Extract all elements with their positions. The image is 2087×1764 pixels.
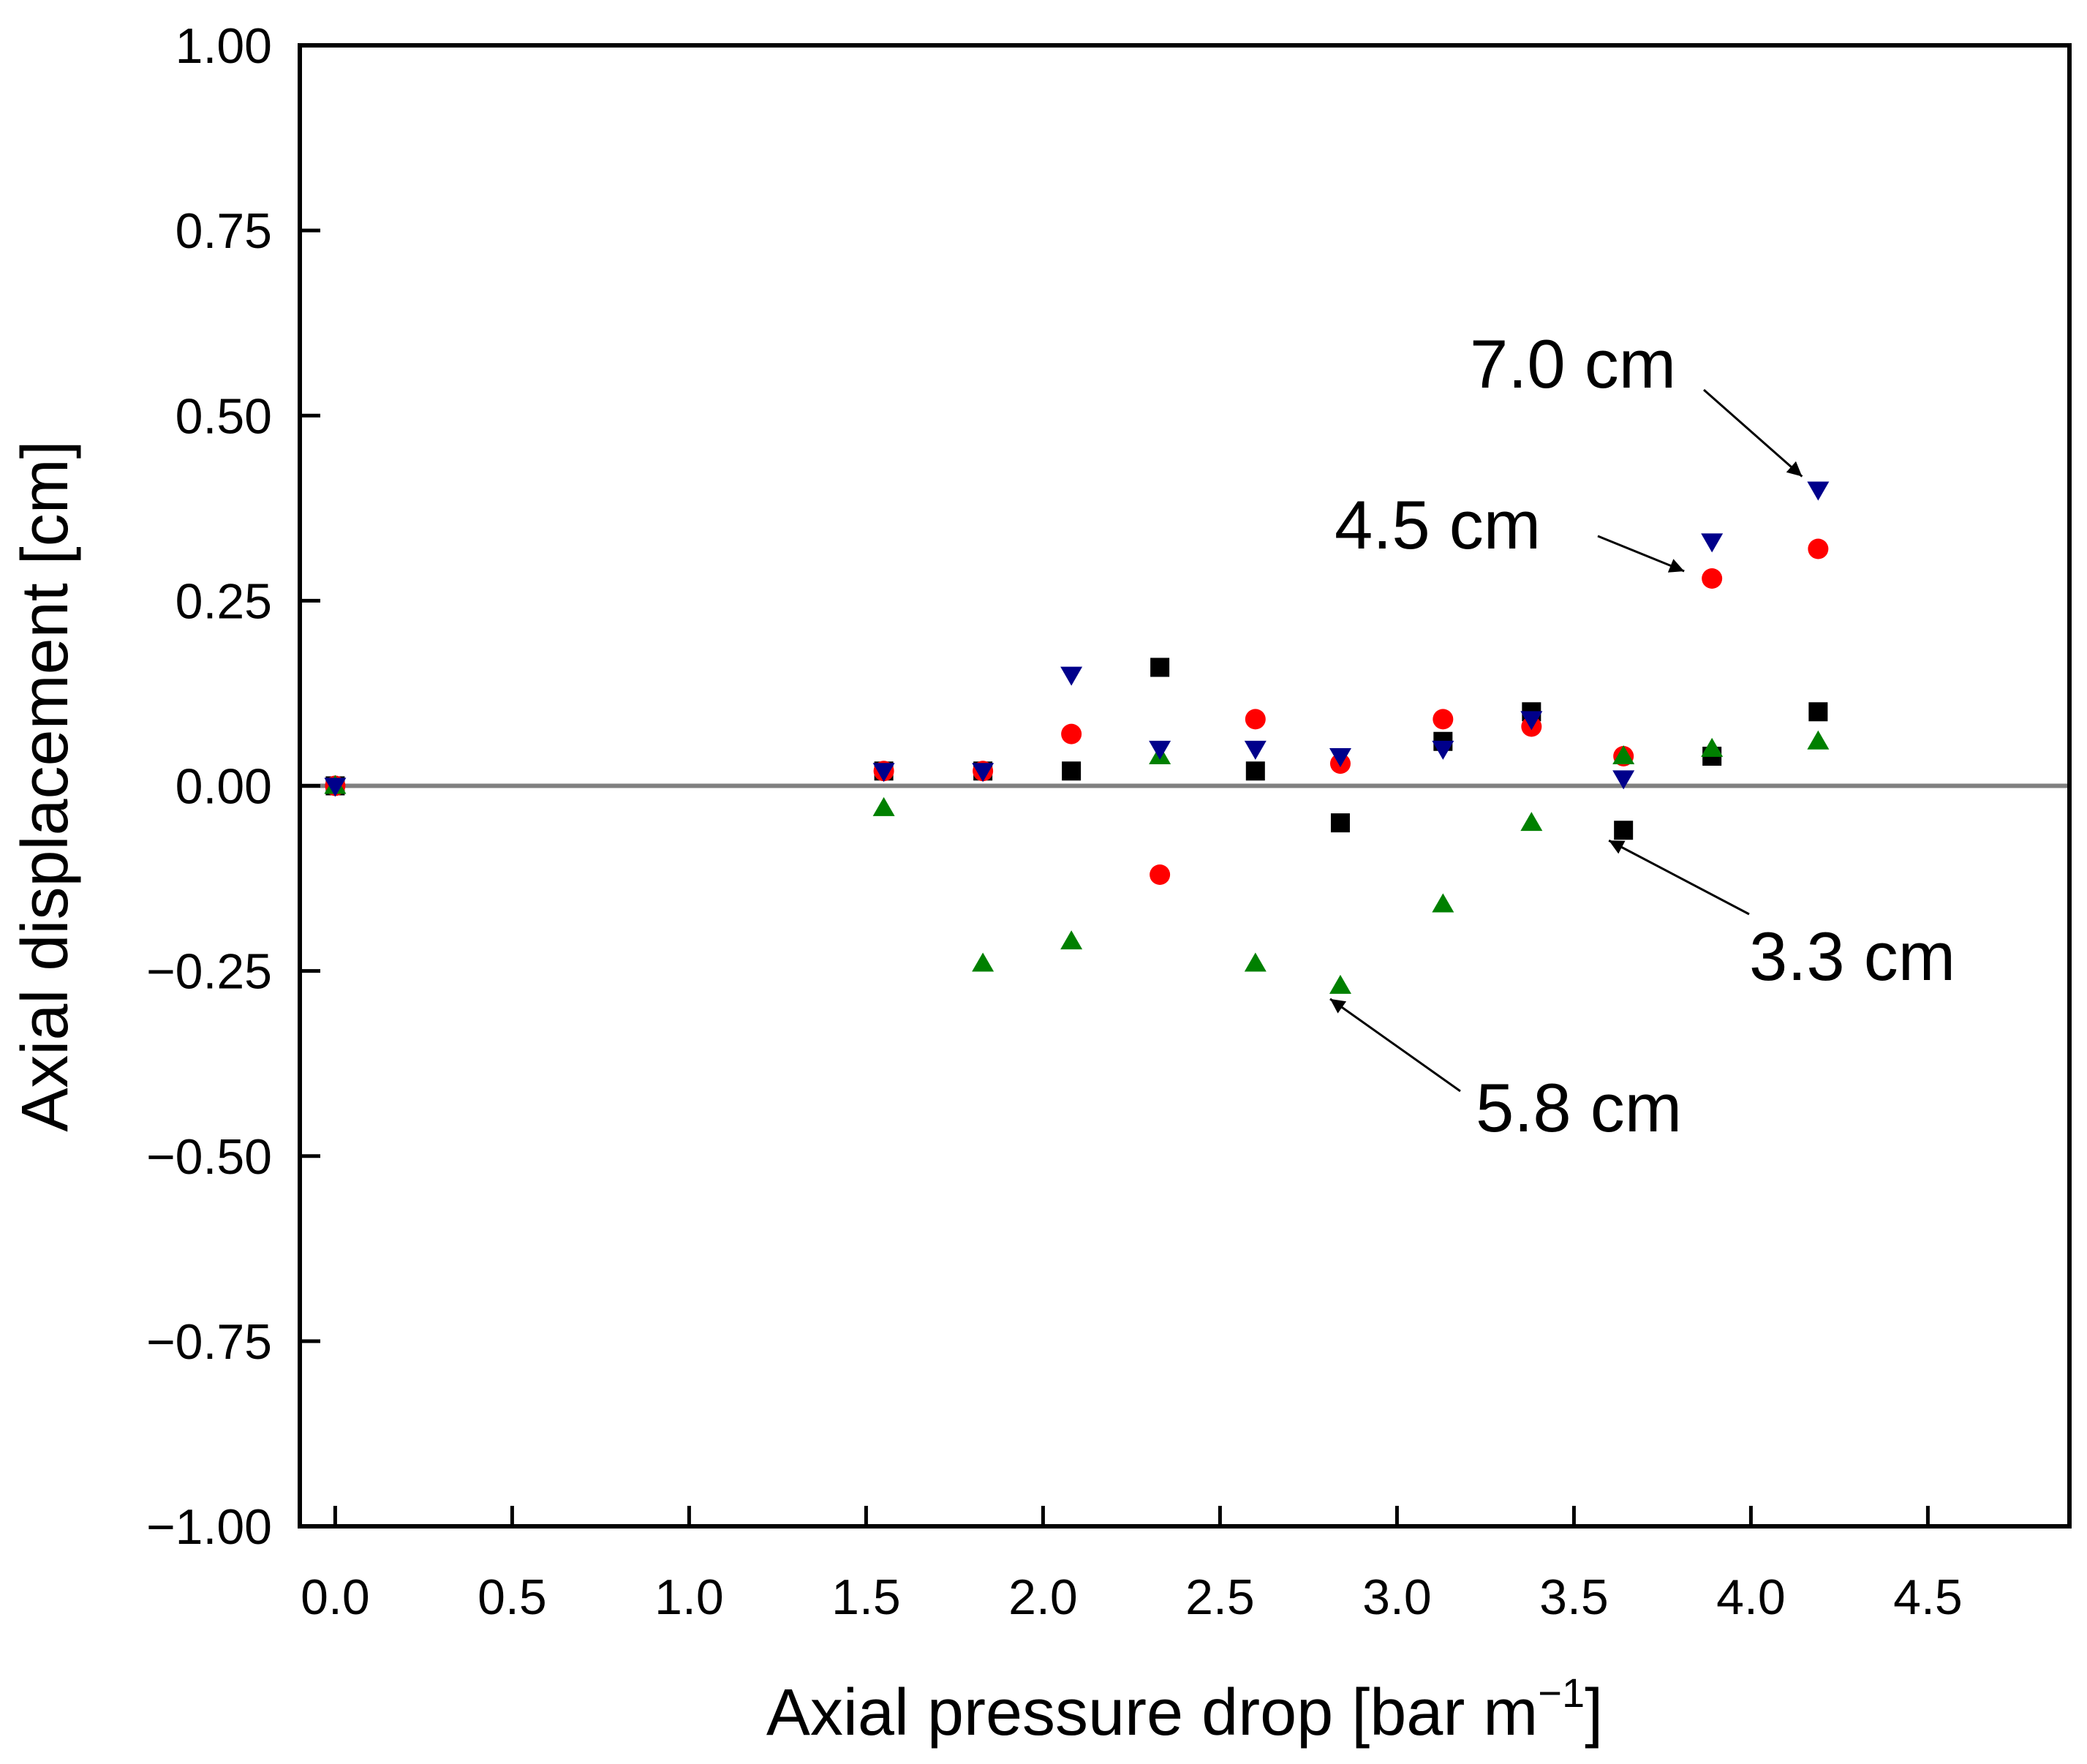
series-5-8-cm — [324, 730, 1830, 994]
annotation-label: 4.5 cm — [1335, 486, 1541, 563]
point-5-8-cm — [1329, 974, 1351, 994]
y-tick-label: 1.00 — [176, 18, 272, 74]
point-3-3-cm — [1330, 813, 1350, 833]
x-tick-label: 3.0 — [1362, 1569, 1432, 1625]
y-tick-label: −0.50 — [146, 1129, 272, 1185]
point-4-5-cm — [1808, 538, 1829, 559]
point-3-3-cm — [1062, 761, 1082, 781]
point-7-0-cm — [1520, 711, 1543, 731]
point-5-8-cm — [1244, 952, 1267, 972]
x-axis-title: Axial pressure drop [bar m−1] — [766, 1670, 1603, 1749]
point-7-0-cm — [972, 763, 995, 783]
annotation-arrow — [1329, 998, 1461, 1093]
point-4-5-cm — [1061, 723, 1082, 745]
y-tick-label: −0.25 — [146, 944, 272, 1000]
point-3-3-cm — [1150, 657, 1170, 677]
point-3-3-cm — [1245, 761, 1265, 781]
y-tick-label: 0.75 — [176, 203, 272, 259]
annotation-label: 5.8 cm — [1476, 1069, 1682, 1146]
point-7-0-cm — [1329, 748, 1351, 767]
point-5-8-cm — [1520, 812, 1543, 832]
y-tick-label: −1.00 — [146, 1499, 272, 1555]
x-tick-label: 4.0 — [1716, 1569, 1786, 1625]
annotation-label: 7.0 cm — [1470, 325, 1676, 402]
x-tick-label: 1.5 — [831, 1569, 901, 1625]
annotation-arrow — [1703, 388, 1803, 478]
point-5-8-cm — [872, 796, 895, 816]
annotation-arrow — [1608, 839, 1750, 916]
point-5-8-cm — [1701, 737, 1724, 757]
x-tick-label: 2.0 — [1008, 1569, 1078, 1625]
point-7-0-cm — [1432, 740, 1454, 760]
point-4-5-cm — [1150, 864, 1171, 885]
x-axis-title-end: ] — [1585, 1676, 1603, 1749]
point-4-5-cm — [1245, 709, 1266, 730]
series-3-3-cm — [325, 657, 1828, 840]
y-tick-label: 0.50 — [176, 388, 272, 444]
point-5-8-cm — [1807, 730, 1830, 750]
x-tick-label: 1.0 — [654, 1569, 724, 1625]
point-5-8-cm — [972, 952, 995, 972]
x-tick-label: 2.5 — [1185, 1569, 1255, 1625]
y-axis-title: Axial displacement [cm] — [9, 440, 82, 1131]
point-7-0-cm — [1244, 740, 1267, 760]
y-tick-label: 0.25 — [176, 573, 272, 629]
point-7-0-cm — [1060, 666, 1083, 686]
point-5-8-cm — [1612, 745, 1635, 764]
annotation-label: 3.3 cm — [1749, 918, 1955, 995]
point-7-0-cm — [1149, 740, 1171, 760]
x-tick-label: 4.5 — [1893, 1569, 1963, 1625]
point-4-5-cm — [1433, 709, 1454, 730]
point-7-0-cm — [324, 777, 347, 797]
point-3-3-cm — [1808, 702, 1828, 722]
series-7-0-cm — [324, 481, 1830, 797]
y-tick-label: 0.00 — [176, 759, 272, 815]
point-4-5-cm — [1702, 568, 1723, 589]
point-3-3-cm — [1614, 821, 1634, 840]
annotation-arrow — [1597, 535, 1685, 573]
x-tick-label: 3.5 — [1539, 1569, 1609, 1625]
x-axis-title-sup: −1 — [1538, 1670, 1585, 1716]
point-7-0-cm — [1701, 533, 1724, 553]
x-tick-label: 0.0 — [301, 1569, 370, 1625]
x-axis-title-main: Axial pressure drop [bar m — [766, 1676, 1538, 1749]
point-7-0-cm — [872, 763, 895, 783]
x-tick-label: 0.5 — [478, 1569, 547, 1625]
y-tick-label: −0.75 — [146, 1314, 272, 1370]
point-7-0-cm — [1612, 770, 1635, 790]
point-5-8-cm — [1432, 893, 1454, 913]
point-7-0-cm — [1807, 481, 1830, 501]
point-5-8-cm — [1060, 930, 1083, 950]
series-4-5-cm — [325, 538, 1829, 885]
